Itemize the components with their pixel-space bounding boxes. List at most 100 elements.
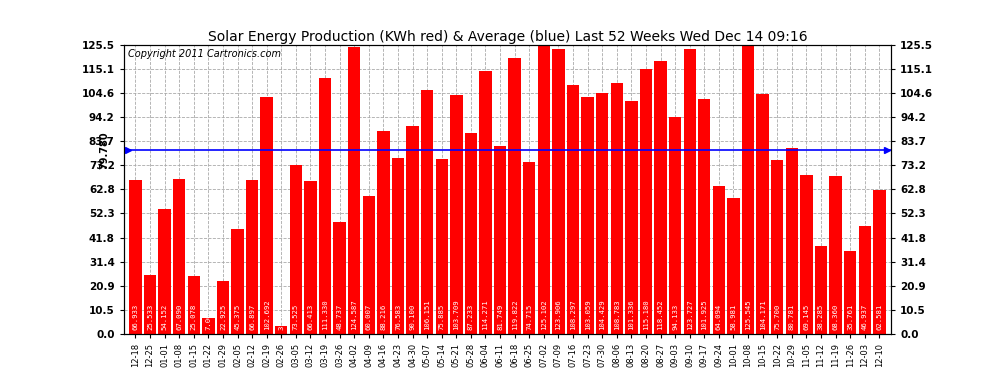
- Bar: [290, 165, 302, 334]
- Text: 75.700: 75.700: [774, 304, 780, 330]
- Text: 7.009: 7.009: [205, 308, 211, 330]
- Text: 45.375: 45.375: [235, 304, 241, 330]
- Bar: [392, 158, 404, 334]
- Bar: [494, 146, 506, 334]
- Bar: [217, 281, 229, 334]
- Bar: [596, 93, 609, 334]
- Text: 118.452: 118.452: [657, 300, 663, 330]
- Text: 54.152: 54.152: [161, 304, 167, 330]
- Bar: [771, 160, 783, 334]
- Text: 115.180: 115.180: [643, 300, 649, 330]
- Bar: [669, 117, 681, 334]
- Text: 125.545: 125.545: [745, 300, 751, 330]
- Text: 104.429: 104.429: [599, 300, 605, 330]
- Bar: [830, 177, 842, 334]
- Text: 106.151: 106.151: [424, 300, 430, 330]
- Bar: [348, 47, 360, 334]
- Text: 101.336: 101.336: [629, 300, 635, 330]
- Bar: [756, 94, 769, 334]
- Text: 48.737: 48.737: [337, 304, 343, 330]
- Bar: [815, 246, 828, 334]
- Text: 103.709: 103.709: [453, 300, 459, 330]
- Text: 73.525: 73.525: [293, 304, 299, 330]
- Text: 66.413: 66.413: [308, 304, 314, 330]
- Text: 69.145: 69.145: [804, 304, 810, 330]
- Text: 123.906: 123.906: [555, 300, 561, 330]
- Text: 104.171: 104.171: [759, 300, 765, 330]
- Text: 119.822: 119.822: [512, 300, 518, 330]
- Bar: [713, 186, 725, 334]
- Text: Copyright 2011 Cartronics.com: Copyright 2011 Cartronics.com: [128, 50, 280, 59]
- Bar: [479, 71, 492, 334]
- Text: 62.581: 62.581: [876, 304, 882, 330]
- Text: 38.285: 38.285: [818, 304, 824, 330]
- Text: 80.781: 80.781: [789, 304, 795, 330]
- Text: 67.090: 67.090: [176, 304, 182, 330]
- Text: 103.059: 103.059: [585, 300, 591, 330]
- Bar: [260, 98, 273, 334]
- Bar: [786, 148, 798, 334]
- Text: 125.102: 125.102: [541, 300, 546, 330]
- Text: 66.897: 66.897: [249, 304, 255, 330]
- Bar: [698, 99, 711, 334]
- Bar: [232, 230, 244, 334]
- Bar: [421, 90, 434, 334]
- Text: 35.761: 35.761: [847, 304, 853, 330]
- Text: 3.152: 3.152: [278, 308, 284, 330]
- Title: Solar Energy Production (KWh red) & Average (blue) Last 52 Weeks Wed Dec 14 09:1: Solar Energy Production (KWh red) & Aver…: [208, 30, 807, 44]
- Text: 81.749: 81.749: [497, 304, 503, 330]
- Bar: [436, 159, 447, 334]
- Text: 22.925: 22.925: [220, 304, 226, 330]
- Text: 25.078: 25.078: [191, 304, 197, 330]
- Text: 74.715: 74.715: [527, 304, 533, 330]
- Text: 90.100: 90.100: [410, 304, 416, 330]
- Text: 124.587: 124.587: [351, 300, 357, 330]
- Bar: [800, 175, 813, 334]
- Bar: [625, 100, 638, 334]
- Bar: [858, 226, 871, 334]
- Bar: [158, 209, 171, 334]
- Text: 108.297: 108.297: [570, 300, 576, 330]
- Bar: [654, 61, 666, 334]
- Text: 102.692: 102.692: [263, 300, 269, 330]
- Text: 94.133: 94.133: [672, 304, 678, 330]
- Bar: [144, 275, 156, 334]
- Bar: [611, 84, 623, 334]
- Bar: [202, 318, 215, 334]
- Text: 64.094: 64.094: [716, 304, 722, 330]
- Bar: [552, 49, 564, 334]
- Text: 58.981: 58.981: [731, 304, 737, 330]
- Bar: [742, 45, 754, 334]
- Bar: [173, 179, 185, 334]
- Bar: [581, 97, 594, 334]
- Text: 87.233: 87.233: [468, 304, 474, 330]
- Bar: [187, 276, 200, 334]
- Bar: [843, 252, 856, 334]
- Text: 25.533: 25.533: [147, 304, 153, 330]
- Text: 114.271: 114.271: [482, 300, 488, 330]
- Text: 79.780: 79.780: [99, 131, 109, 169]
- Bar: [683, 49, 696, 334]
- Text: 68.360: 68.360: [833, 304, 839, 330]
- Text: 66.933: 66.933: [133, 304, 139, 330]
- Bar: [319, 78, 332, 334]
- Bar: [538, 46, 550, 334]
- Bar: [304, 181, 317, 334]
- Bar: [406, 126, 419, 334]
- Text: 75.885: 75.885: [439, 304, 445, 330]
- Text: 88.216: 88.216: [380, 304, 386, 330]
- Bar: [334, 222, 346, 334]
- Bar: [728, 198, 740, 334]
- Bar: [640, 69, 652, 334]
- Text: 60.007: 60.007: [365, 304, 372, 330]
- Bar: [523, 162, 536, 334]
- Bar: [464, 133, 477, 334]
- Text: 46.937: 46.937: [861, 304, 868, 330]
- Bar: [873, 190, 885, 334]
- Bar: [509, 58, 521, 334]
- Text: 101.925: 101.925: [701, 300, 707, 330]
- Bar: [377, 131, 390, 334]
- Bar: [275, 327, 287, 334]
- Bar: [130, 180, 142, 334]
- Text: 108.783: 108.783: [614, 300, 620, 330]
